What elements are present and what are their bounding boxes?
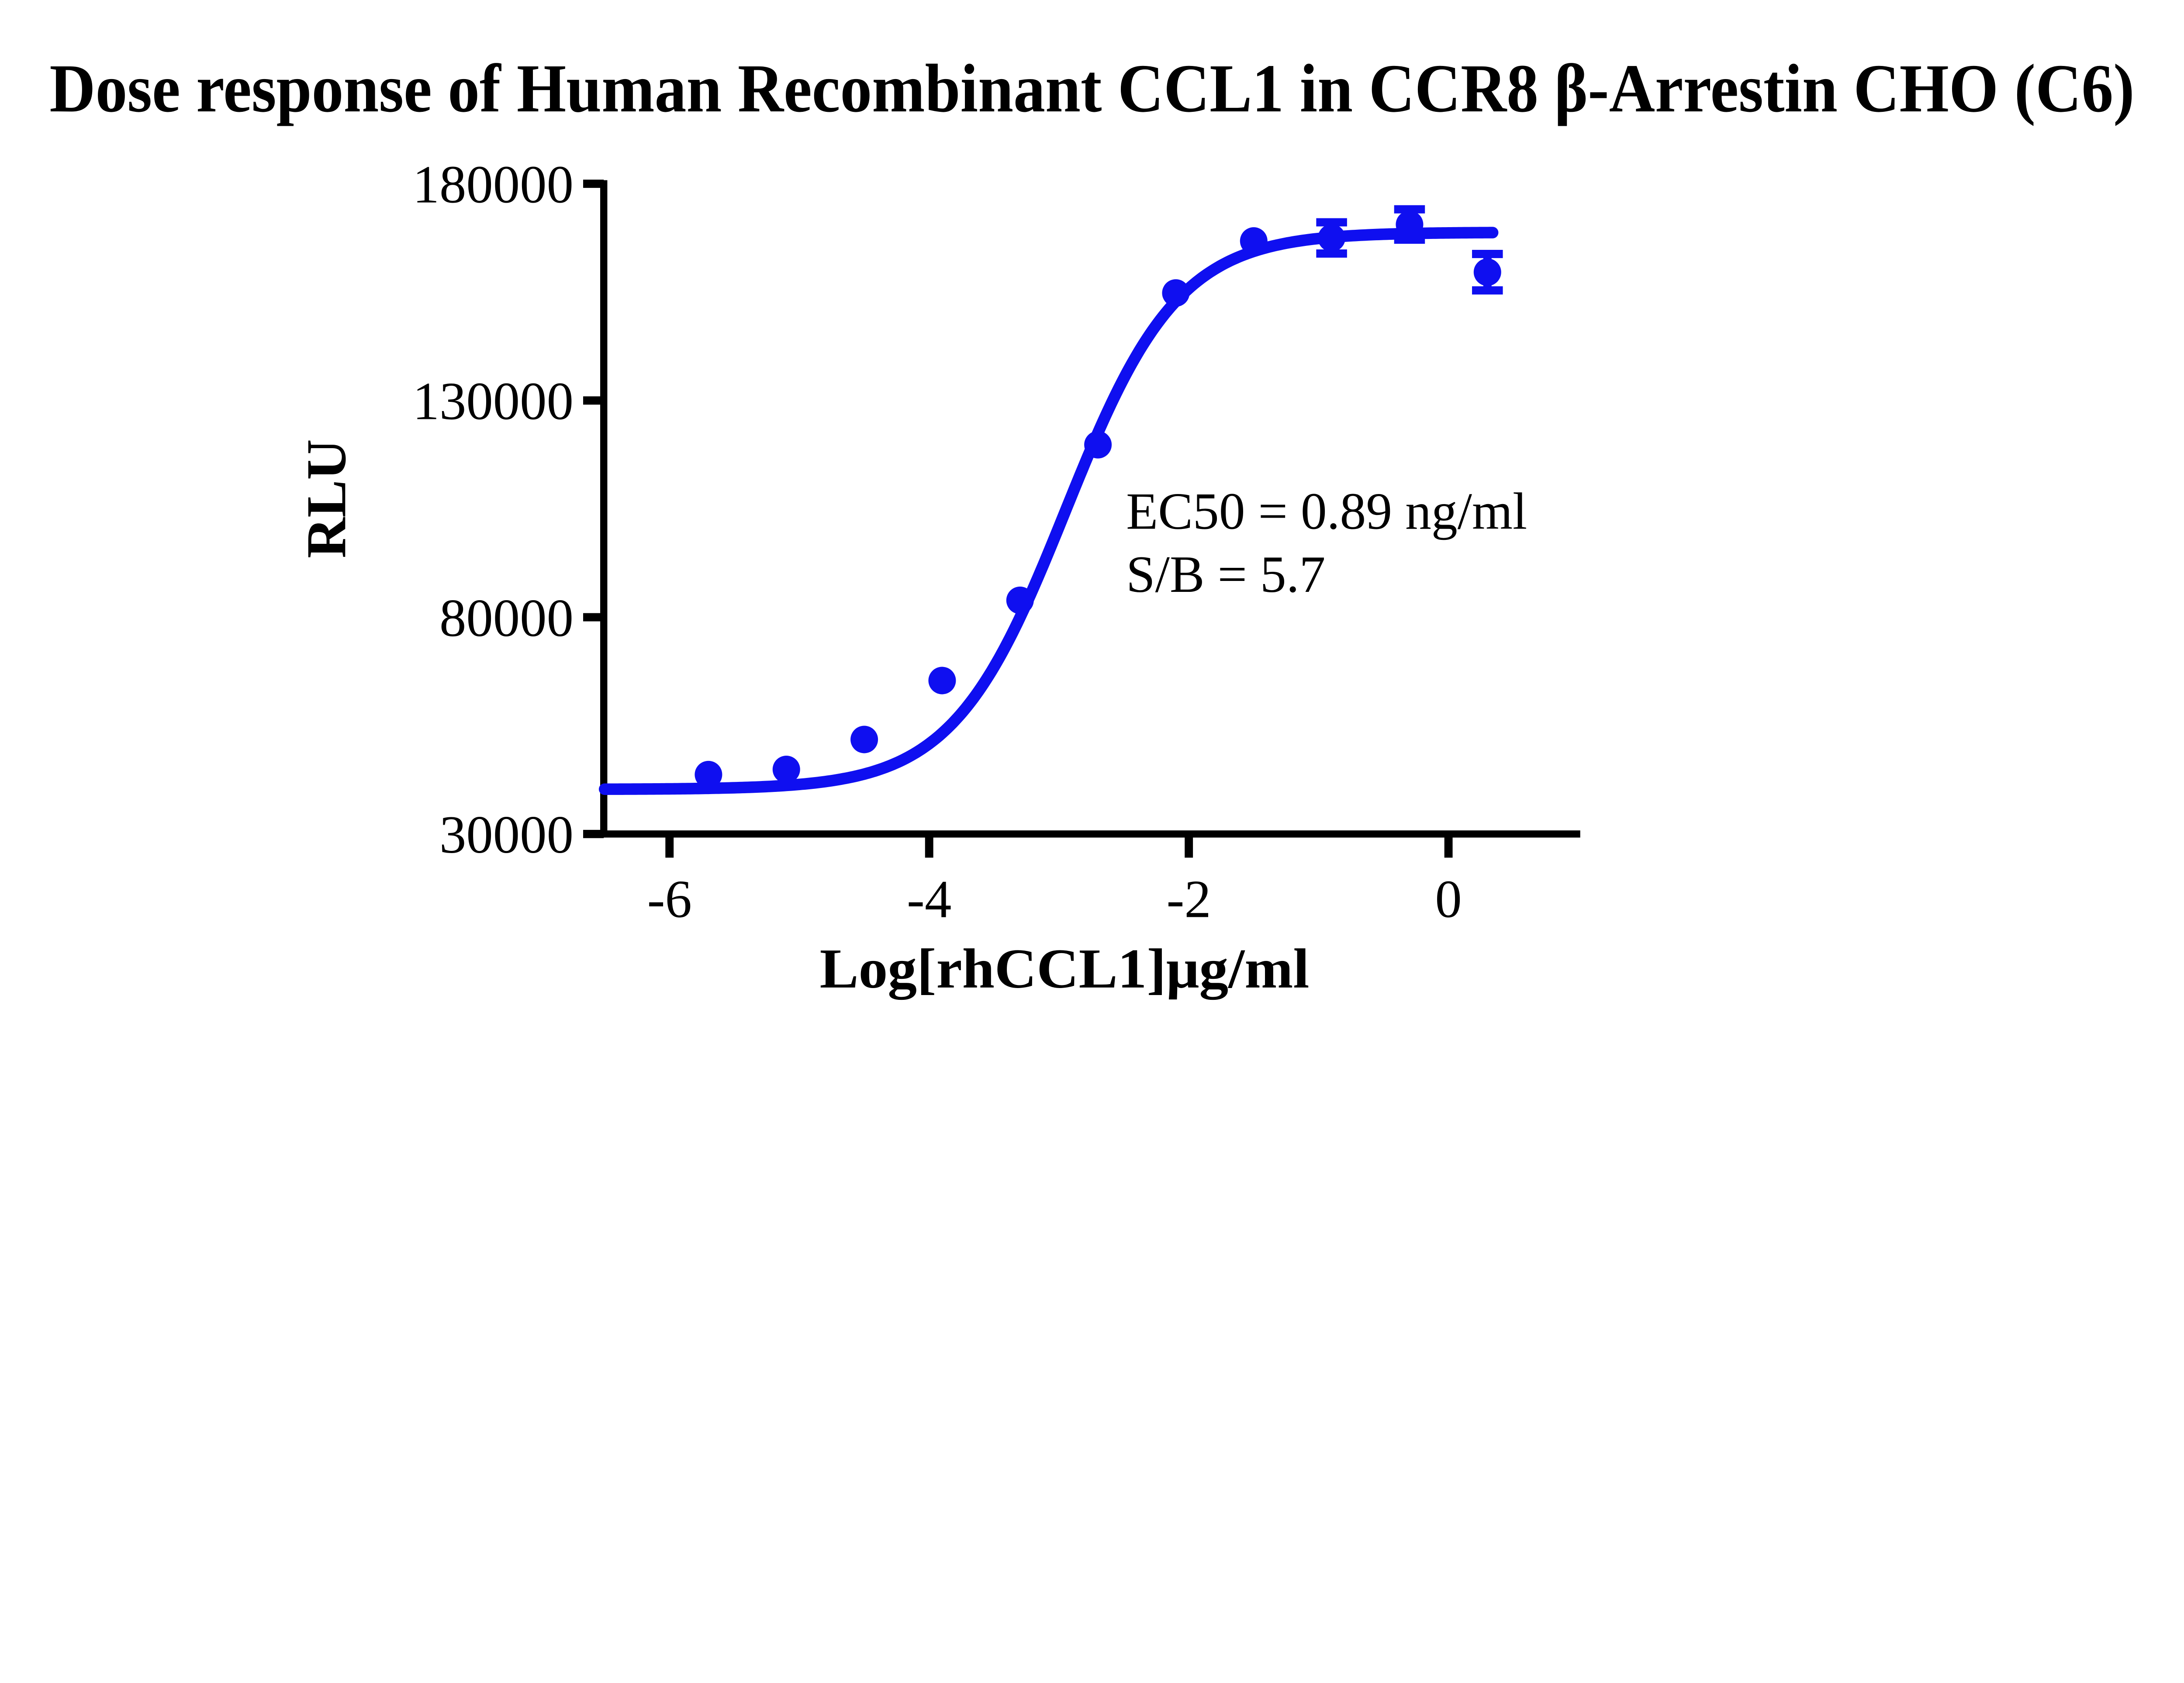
dose-response-chart: 30000 80000 130000 180000 -6 -4 -2 0 Dose respo… bbox=[49, 51, 2135, 1000]
data-point bbox=[1162, 279, 1190, 307]
data-point bbox=[928, 667, 956, 695]
x-tick-label: -4 bbox=[907, 869, 951, 929]
y-tick-label: 80000 bbox=[439, 588, 574, 648]
y-tick-label: 30000 bbox=[439, 805, 574, 864]
data-point bbox=[1396, 211, 1424, 238]
data-series bbox=[598, 205, 1503, 795]
y-tick-label: 180000 bbox=[413, 155, 574, 214]
x-tick-label: -2 bbox=[1167, 869, 1211, 929]
chart-title: Dose response of Human Recombinant CCL1 … bbox=[49, 51, 2134, 127]
axes: 30000 80000 130000 180000 -6 -4 -2 0 bbox=[413, 155, 1580, 929]
x-axis-label: Log[rhCCL1]μg/ml bbox=[820, 937, 1310, 1000]
data-point bbox=[1006, 586, 1034, 614]
data-point bbox=[772, 755, 800, 783]
y-axis-label: RLU bbox=[295, 439, 357, 558]
y-tick-label: 130000 bbox=[413, 372, 574, 431]
x-tick-label: 0 bbox=[1435, 869, 1462, 929]
annotation-signal-to-background: S/B = 5.7 bbox=[1126, 545, 1325, 603]
x-tick-label: -6 bbox=[647, 869, 692, 929]
dose-response-figure: 30000 80000 130000 180000 -6 -4 -2 0 Dose respo… bbox=[49, 51, 2135, 1000]
annotation-ec50: EC50 = 0.89 ng/ml bbox=[1126, 482, 1527, 540]
data-point bbox=[850, 726, 878, 753]
data-point bbox=[1473, 258, 1501, 286]
data-point bbox=[1240, 227, 1268, 255]
data-point bbox=[695, 760, 722, 788]
data-point bbox=[1318, 224, 1346, 252]
data-point bbox=[1084, 431, 1112, 459]
